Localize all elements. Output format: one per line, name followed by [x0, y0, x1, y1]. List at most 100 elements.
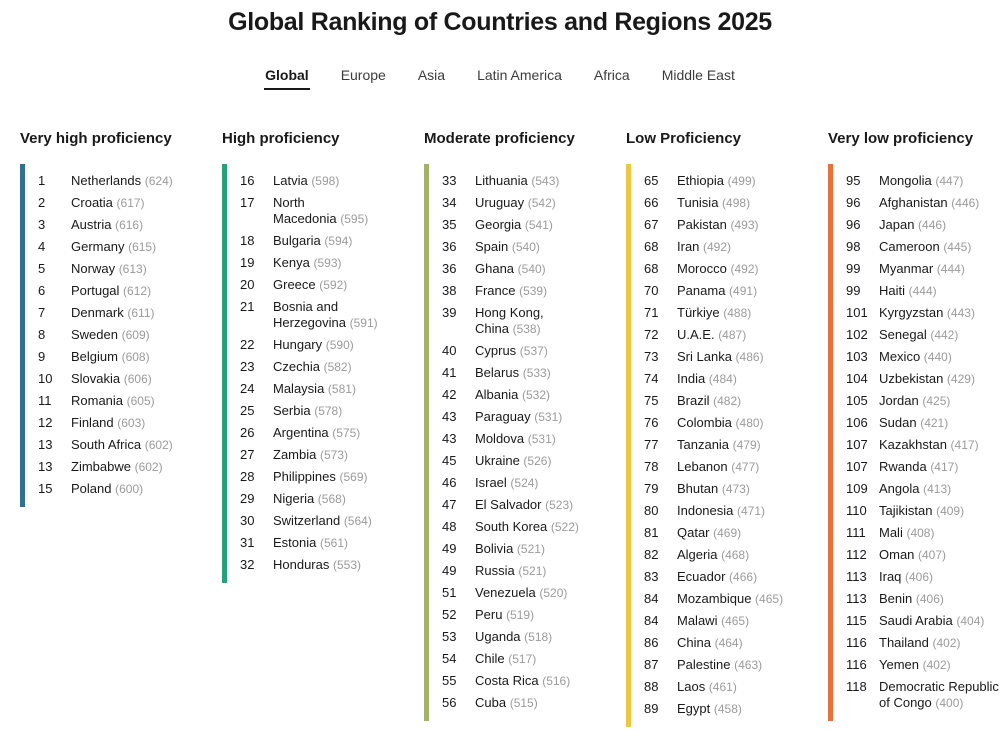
ranking-row[interactable]: 45 Ukraine (526) [442, 453, 610, 469]
ranking-row[interactable]: 66 Tunisia (498) [644, 195, 812, 211]
ranking-row[interactable]: 32 Honduras (553) [240, 557, 408, 573]
ranking-row[interactable]: 81 Qatar (469) [644, 525, 812, 541]
ranking-row[interactable]: 88 Laos (461) [644, 679, 812, 695]
ranking-row[interactable]: 107 Kazakhstan (417) [846, 437, 1000, 453]
ranking-row[interactable]: 101 Kyrgyzstan (443) [846, 305, 1000, 321]
ranking-row[interactable]: 110 Tajikistan (409) [846, 503, 1000, 519]
ranking-row[interactable]: 84 Malawi (465) [644, 613, 812, 629]
ranking-row[interactable]: 27 Zambia (573) [240, 447, 408, 463]
ranking-row[interactable]: 2 Croatia (617) [38, 195, 206, 211]
ranking-row[interactable]: 87 Palestine (463) [644, 657, 812, 673]
ranking-row[interactable]: 89 Egypt (458) [644, 701, 812, 717]
ranking-row[interactable]: 12 Finland (603) [38, 415, 206, 431]
ranking-row[interactable]: 74 India (484) [644, 371, 812, 387]
ranking-row[interactable]: 105 Jordan (425) [846, 393, 1000, 409]
ranking-row[interactable]: 78 Lebanon (477) [644, 459, 812, 475]
ranking-row[interactable]: 49 Bolivia (521) [442, 541, 610, 557]
ranking-row[interactable]: 29 Nigeria (568) [240, 491, 408, 507]
ranking-row[interactable]: 49 Russia (521) [442, 563, 610, 579]
ranking-row[interactable]: 15 Poland (600) [38, 481, 206, 497]
ranking-row[interactable]: 75 Brazil (482) [644, 393, 812, 409]
ranking-row[interactable]: 10 Slovakia (606) [38, 371, 206, 387]
ranking-row[interactable]: 65 Ethiopia (499) [644, 173, 812, 189]
ranking-row[interactable]: 96 Japan (446) [846, 217, 1000, 233]
ranking-row[interactable]: 71 Türkiye (488) [644, 305, 812, 321]
ranking-row[interactable]: 28 Philippines (569) [240, 469, 408, 485]
ranking-row[interactable]: 43 Paraguay (531) [442, 409, 610, 425]
ranking-row[interactable]: 84 Mozambique (465) [644, 591, 812, 607]
ranking-row[interactable]: 36 Spain (540) [442, 239, 610, 255]
ranking-row[interactable]: 21 Bosnia and Herzegovina (591) [240, 299, 408, 331]
ranking-row[interactable]: 99 Haiti (444) [846, 283, 1000, 299]
ranking-row[interactable]: 24 Malaysia (581) [240, 381, 408, 397]
ranking-row[interactable]: 48 South Korea (522) [442, 519, 610, 535]
ranking-row[interactable]: 96 Afghanistan (446) [846, 195, 1000, 211]
ranking-row[interactable]: 55 Costa Rica (516) [442, 673, 610, 689]
ranking-row[interactable]: 6 Portugal (612) [38, 283, 206, 299]
tab-asia[interactable]: Asia [417, 67, 446, 90]
ranking-row[interactable]: 3 Austria (616) [38, 217, 206, 233]
ranking-row[interactable]: 77 Tanzania (479) [644, 437, 812, 453]
ranking-row[interactable]: 19 Kenya (593) [240, 255, 408, 271]
ranking-row[interactable]: 72 U.A.E. (487) [644, 327, 812, 343]
tab-africa[interactable]: Africa [593, 67, 631, 90]
ranking-row[interactable]: 22 Hungary (590) [240, 337, 408, 353]
ranking-row[interactable]: 68 Morocco (492) [644, 261, 812, 277]
ranking-row[interactable]: 67 Pakistan (493) [644, 217, 812, 233]
ranking-row[interactable]: 106 Sudan (421) [846, 415, 1000, 431]
ranking-row[interactable]: 30 Switzerland (564) [240, 513, 408, 529]
ranking-row[interactable]: 70 Panama (491) [644, 283, 812, 299]
ranking-row[interactable]: 13 South Africa (602) [38, 437, 206, 453]
ranking-row[interactable]: 86 China (464) [644, 635, 812, 651]
ranking-row[interactable]: 17 North Macedonia (595) [240, 195, 408, 227]
tab-middle-east[interactable]: Middle East [661, 67, 736, 90]
ranking-row[interactable]: 56 Cuba (515) [442, 695, 610, 711]
ranking-row[interactable]: 109 Angola (413) [846, 481, 1000, 497]
ranking-row[interactable]: 38 France (539) [442, 283, 610, 299]
tab-global[interactable]: Global [264, 67, 310, 90]
ranking-row[interactable]: 113 Iraq (406) [846, 569, 1000, 585]
ranking-row[interactable]: 113 Benin (406) [846, 591, 1000, 607]
ranking-row[interactable]: 83 Ecuador (466) [644, 569, 812, 585]
ranking-row[interactable]: 107 Rwanda (417) [846, 459, 1000, 475]
ranking-row[interactable]: 47 El Salvador (523) [442, 497, 610, 513]
ranking-row[interactable]: 95 Mongolia (447) [846, 173, 1000, 189]
ranking-row[interactable]: 7 Denmark (611) [38, 305, 206, 321]
ranking-row[interactable]: 112 Oman (407) [846, 547, 1000, 563]
ranking-row[interactable]: 42 Albania (532) [442, 387, 610, 403]
ranking-row[interactable]: 1 Netherlands (624) [38, 173, 206, 189]
ranking-row[interactable]: 111 Mali (408) [846, 525, 1000, 541]
ranking-row[interactable]: 52 Peru (519) [442, 607, 610, 623]
ranking-row[interactable]: 79 Bhutan (473) [644, 481, 812, 497]
ranking-row[interactable]: 4 Germany (615) [38, 239, 206, 255]
ranking-row[interactable]: 54 Chile (517) [442, 651, 610, 667]
ranking-row[interactable]: 34 Uruguay (542) [442, 195, 610, 211]
ranking-row[interactable]: 51 Venezuela (520) [442, 585, 610, 601]
ranking-row[interactable]: 98 Cameroon (445) [846, 239, 1000, 255]
ranking-row[interactable]: 68 Iran (492) [644, 239, 812, 255]
ranking-row[interactable]: 104 Uzbekistan (429) [846, 371, 1000, 387]
ranking-row[interactable]: 26 Argentina (575) [240, 425, 408, 441]
ranking-row[interactable]: 53 Uganda (518) [442, 629, 610, 645]
ranking-row[interactable]: 16 Latvia (598) [240, 173, 408, 189]
ranking-row[interactable]: 80 Indonesia (471) [644, 503, 812, 519]
ranking-row[interactable]: 31 Estonia (561) [240, 535, 408, 551]
ranking-row[interactable]: 11 Romania (605) [38, 393, 206, 409]
ranking-row[interactable]: 36 Ghana (540) [442, 261, 610, 277]
ranking-row[interactable]: 82 Algeria (468) [644, 547, 812, 563]
ranking-row[interactable]: 73 Sri Lanka (486) [644, 349, 812, 365]
ranking-row[interactable]: 25 Serbia (578) [240, 403, 408, 419]
ranking-row[interactable]: 41 Belarus (533) [442, 365, 610, 381]
ranking-row[interactable]: 118 Democratic Republic of Congo (400) [846, 679, 1000, 711]
ranking-row[interactable]: 102 Senegal (442) [846, 327, 1000, 343]
ranking-row[interactable]: 20 Greece (592) [240, 277, 408, 293]
ranking-row[interactable]: 46 Israel (524) [442, 475, 610, 491]
ranking-row[interactable]: 23 Czechia (582) [240, 359, 408, 375]
ranking-row[interactable]: 76 Colombia (480) [644, 415, 812, 431]
ranking-row[interactable]: 99 Myanmar (444) [846, 261, 1000, 277]
ranking-row[interactable]: 39 Hong Kong, China (538) [442, 305, 610, 337]
ranking-row[interactable]: 13 Zimbabwe (602) [38, 459, 206, 475]
ranking-row[interactable]: 9 Belgium (608) [38, 349, 206, 365]
ranking-row[interactable]: 103 Mexico (440) [846, 349, 1000, 365]
ranking-row[interactable]: 115 Saudi Arabia (404) [846, 613, 1000, 629]
